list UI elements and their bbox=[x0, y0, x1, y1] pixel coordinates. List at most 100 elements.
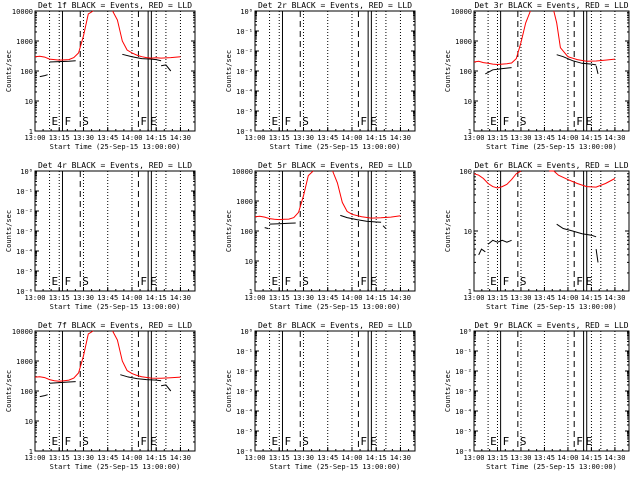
x-tick-label: 14:00 bbox=[557, 454, 578, 462]
y-tick-label: 1 bbox=[468, 128, 472, 136]
y-tick-label: 10⁻⁵ bbox=[455, 428, 472, 436]
series-lld bbox=[34, 10, 181, 61]
panel-5: Det 5r BLACK = Events, RED = LLD 1 10 100 10… bbox=[225, 161, 416, 311]
x-tick-label: 13:00 bbox=[24, 134, 45, 142]
x-tick-label: 13:45 bbox=[97, 454, 118, 462]
series-line bbox=[161, 384, 172, 392]
y-tick-label: 10⁻² bbox=[455, 368, 472, 376]
x-tick-label: 13:15 bbox=[269, 294, 290, 302]
series-line bbox=[332, 170, 401, 219]
panel-title: Det 4r BLACK = Events, RED = LLD bbox=[38, 161, 192, 170]
marker-letter: F bbox=[576, 435, 583, 448]
y-tick-label: 10 bbox=[25, 98, 33, 106]
y-tick-label: 10⁻⁵ bbox=[236, 428, 253, 436]
marker-letter: S bbox=[520, 115, 527, 128]
y-tick-label: 1000 bbox=[16, 358, 33, 366]
x-tick-label: 13:45 bbox=[534, 294, 555, 302]
series-line bbox=[39, 394, 48, 398]
marker-letter: E bbox=[150, 435, 157, 448]
series-line bbox=[485, 67, 512, 75]
y-axis-label: Counts/sec bbox=[444, 50, 452, 92]
x-tick-label: 14:15 bbox=[581, 294, 602, 302]
panel-8: Det 8r BLACK = Events, RED = LLD 10⁻⁶ 10⁻⁵… bbox=[225, 321, 416, 471]
y-tick-label: 10⁻⁶ bbox=[455, 448, 472, 456]
y-axis-label: Counts/sec bbox=[5, 210, 13, 252]
y-axis-label: Counts/sec bbox=[5, 370, 13, 412]
y-tick-label: 10⁻¹ bbox=[455, 348, 472, 356]
x-tick-label: 14:30 bbox=[170, 294, 191, 302]
y-tick-label: 10⁰ bbox=[240, 8, 253, 16]
y-tick-label: 10⁻⁵ bbox=[16, 268, 33, 276]
series-line bbox=[478, 248, 486, 256]
y-tick-label: 10000 bbox=[12, 8, 33, 16]
x-tick-label: 13:15 bbox=[49, 134, 70, 142]
marker-letter: S bbox=[82, 435, 89, 448]
x-axis-label: Start Time (25-Sep-15 13:00:00) bbox=[486, 303, 617, 311]
y-tick-label: 10⁻¹ bbox=[236, 28, 253, 36]
y-tick-label: 10000 bbox=[12, 328, 33, 336]
y-tick-label: 100 bbox=[459, 68, 472, 76]
x-tick-label: 14:00 bbox=[557, 134, 578, 142]
panel-4: Det 4r BLACK = Events, RED = LLD 10⁻⁶ 10⁻⁵… bbox=[5, 161, 196, 311]
y-tick-label: 10⁻⁴ bbox=[16, 248, 33, 256]
series-events bbox=[485, 54, 599, 75]
x-tick-label: 13:15 bbox=[49, 294, 70, 302]
x-tick-label: 14:30 bbox=[170, 134, 191, 142]
marker-letter: F bbox=[284, 275, 291, 288]
y-tick-label: 100 bbox=[459, 168, 472, 176]
series-line bbox=[595, 249, 599, 263]
y-tick-label: 10 bbox=[464, 228, 472, 236]
x-tick-label: 14:15 bbox=[366, 134, 387, 142]
x-tick-label: 14:00 bbox=[557, 294, 578, 302]
series-line bbox=[112, 330, 181, 379]
y-tick-label: 10 bbox=[245, 258, 253, 266]
x-tick-label: 13:15 bbox=[487, 294, 508, 302]
marker-letter: E bbox=[52, 275, 59, 288]
marker-letter: S bbox=[82, 115, 89, 128]
series-line bbox=[161, 64, 172, 72]
marker-letter: F bbox=[284, 435, 291, 448]
y-axis-label: Counts/sec bbox=[444, 370, 452, 412]
y-tick-label: 10 bbox=[464, 98, 472, 106]
y-tick-label: 10⁰ bbox=[240, 328, 253, 336]
x-tick-label: 13:30 bbox=[510, 134, 531, 142]
panel-9: Det 9r BLACK = Events, RED = LLD 10⁻⁶ 10⁻⁵… bbox=[444, 321, 630, 471]
x-tick-label: 14:30 bbox=[604, 134, 625, 142]
y-tick-label: 10⁻³ bbox=[236, 388, 253, 396]
series-lld bbox=[254, 170, 401, 221]
y-tick-label: 100 bbox=[20, 68, 33, 76]
y-axis-label: Counts/sec bbox=[5, 50, 13, 92]
x-tick-label: 13:30 bbox=[510, 294, 531, 302]
series-line bbox=[595, 65, 599, 75]
panel-6: Det 6r BLACK = Events, RED = LLD 1 10 100 Co… bbox=[444, 161, 630, 311]
y-tick-label: 100 bbox=[240, 228, 253, 236]
series-events bbox=[39, 374, 172, 398]
marker-letter: F bbox=[360, 275, 367, 288]
marker-letter: E bbox=[150, 275, 157, 288]
x-axis-label: Start Time (25-Sep-15 13:00:00) bbox=[270, 463, 401, 471]
x-tick-label: 14:15 bbox=[146, 134, 167, 142]
marker-letter: E bbox=[272, 115, 279, 128]
x-tick-label: 13:30 bbox=[73, 294, 94, 302]
y-axis-label: Counts/sec bbox=[225, 370, 233, 412]
x-tick-label: 14:30 bbox=[604, 294, 625, 302]
series-line bbox=[49, 381, 76, 384]
x-tick-label: 13:15 bbox=[49, 454, 70, 462]
marker-letter: S bbox=[82, 275, 89, 288]
marker-letter: F bbox=[284, 115, 291, 128]
series-line bbox=[34, 330, 94, 382]
x-tick-label: 13:00 bbox=[244, 294, 265, 302]
x-tick-label: 13:15 bbox=[269, 454, 290, 462]
series-line bbox=[39, 74, 48, 78]
series-lld bbox=[473, 10, 615, 66]
x-tick-label: 14:00 bbox=[121, 294, 142, 302]
x-tick-label: 13:45 bbox=[534, 134, 555, 142]
x-tick-label: 14:00 bbox=[121, 134, 142, 142]
series-line bbox=[34, 10, 94, 61]
y-tick-label: 10000 bbox=[451, 8, 472, 16]
x-tick-label: 13:00 bbox=[24, 294, 45, 302]
marker-letter: S bbox=[302, 115, 309, 128]
x-tick-label: 14:00 bbox=[341, 134, 362, 142]
x-tick-label: 13:00 bbox=[244, 454, 265, 462]
x-tick-label: 13:30 bbox=[510, 454, 531, 462]
